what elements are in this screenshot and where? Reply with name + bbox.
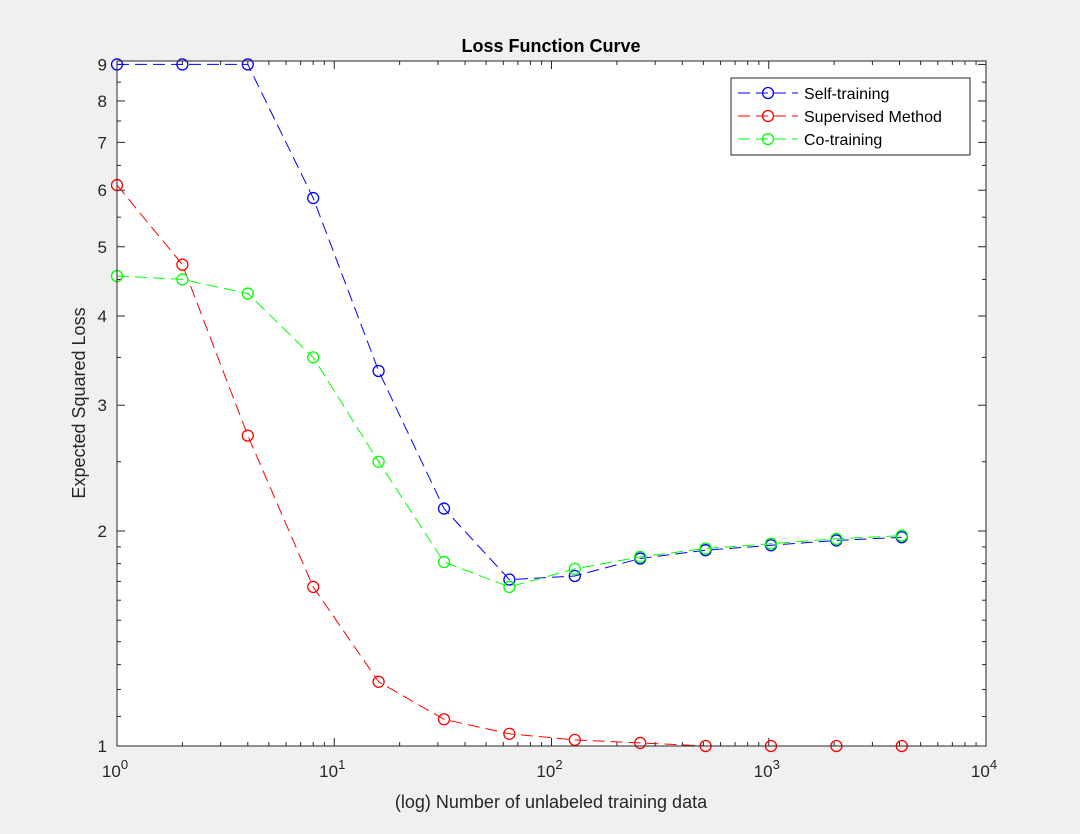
- y-tick-label: 5: [98, 238, 107, 257]
- y-tick-label: 2: [98, 522, 107, 541]
- minor-ticks: [117, 61, 986, 746]
- y-tick-labels: 1 2 3 4 5 6 7 8 9: [98, 55, 107, 756]
- y-tick-label: 4: [98, 307, 107, 326]
- plot-area: [117, 61, 986, 746]
- y-tick-label: 8: [98, 92, 107, 111]
- data-point: [568, 562, 581, 576]
- x-tick-label: 101: [319, 757, 345, 781]
- data-point: [437, 502, 451, 515]
- y-tick-label: 9: [98, 55, 107, 74]
- x-tick-labels: 100 101 102 103 104: [102, 757, 997, 781]
- y-axis-label: Expected Squared Loss: [69, 307, 89, 498]
- legend-marker: [761, 132, 775, 146]
- legend-label: Self-training: [804, 86, 889, 103]
- data-point: [372, 675, 385, 688]
- data-point: [241, 287, 254, 300]
- data-point: [372, 455, 385, 468]
- data-point: [568, 569, 581, 583]
- legend-box: [730, 77, 971, 156]
- x-tick-label: 103: [754, 757, 780, 781]
- legend-marker: [761, 109, 775, 123]
- legend: Self-training Supervised Method Co-trainin…: [730, 77, 971, 156]
- x-axis-label: (log) Number of unlabeled training data: [395, 792, 708, 812]
- x-tick-label: 100: [102, 757, 128, 781]
- data-point: [437, 555, 451, 569]
- series-line-0: [117, 63, 902, 581]
- series-line-2: [116, 275, 902, 588]
- data-point: [307, 580, 320, 594]
- data-point: [176, 258, 189, 271]
- data-point: [503, 727, 516, 740]
- series-line-1: [116, 184, 902, 747]
- data-point: [437, 713, 451, 726]
- x-tick-label: 104: [971, 757, 997, 781]
- data-point: [503, 580, 516, 594]
- data-point: [634, 550, 647, 564]
- data-point: [895, 529, 908, 542]
- data-point: [176, 58, 189, 71]
- data-point: [634, 736, 647, 750]
- data-point: [307, 191, 320, 205]
- data-point: [372, 364, 385, 378]
- y-tick-label: 7: [98, 133, 107, 152]
- data-point: [307, 351, 320, 364]
- plot-frame: [116, 60, 987, 747]
- y-tick-label: 3: [98, 396, 107, 415]
- data-point: [699, 542, 712, 555]
- y-tick-label: 1: [98, 737, 107, 756]
- chart-title: Loss Function Curve: [461, 36, 640, 56]
- legend-label: Supervised Method: [804, 109, 942, 126]
- data-point: [568, 733, 581, 747]
- series-lines: [116, 63, 902, 747]
- legend-marker: [761, 86, 775, 100]
- data-point: [241, 429, 254, 442]
- data-point: [830, 532, 843, 545]
- legend-label: Co-training: [804, 132, 882, 149]
- x-tick-label: 102: [536, 757, 562, 781]
- data-point: [503, 573, 516, 586]
- data-point: [764, 537, 778, 550]
- data-point: [241, 58, 254, 71]
- data-point: [176, 273, 189, 286]
- y-tick-label: 6: [98, 181, 107, 200]
